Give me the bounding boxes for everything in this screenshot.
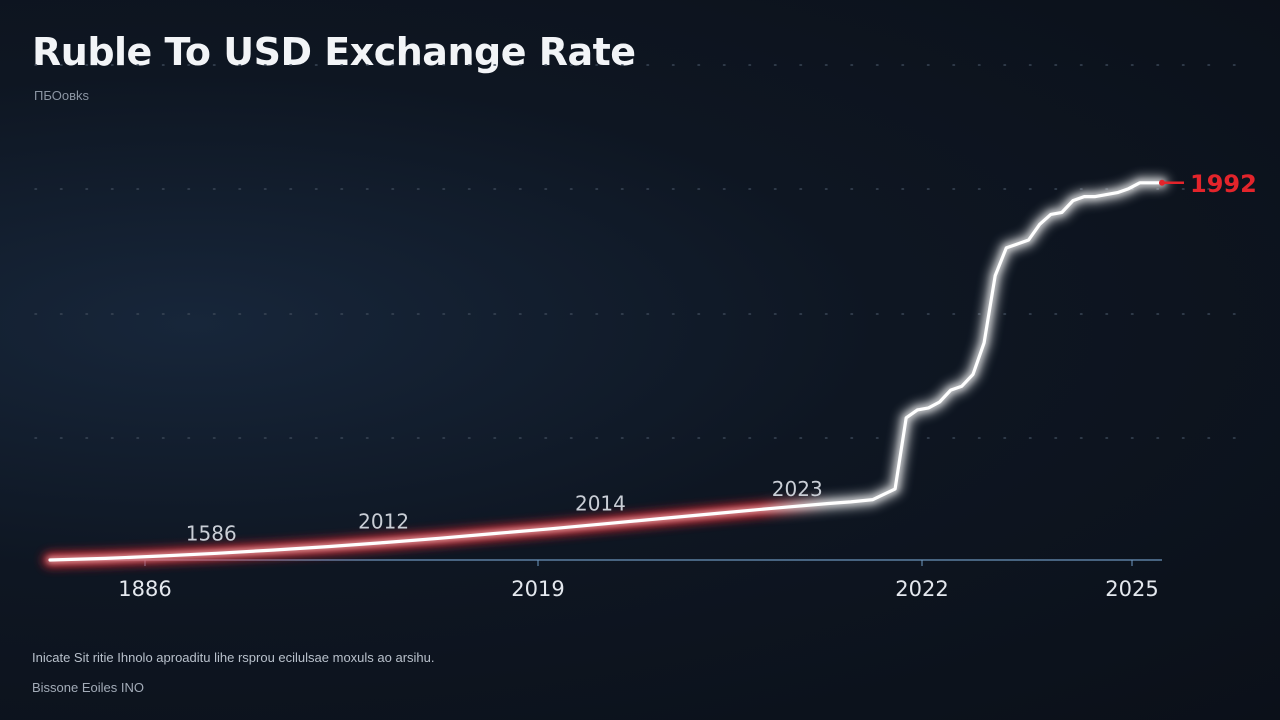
annotation-label-3: 2023 (772, 477, 823, 501)
end-point (1159, 179, 1165, 186)
annotation-label-1: 2012 (358, 509, 409, 533)
footnote: Inicate Sit ritie Ihnolo aproaditu lihe … (32, 650, 435, 665)
x-tick-label-1: 2019 (511, 577, 564, 601)
chart-title: Ruble To USD Exchange Rate (32, 30, 636, 74)
series-line (48, 181, 1164, 562)
chart-subtitle: ПБОовks (34, 88, 89, 103)
x-axis (50, 559, 1162, 566)
source-note: Bissone Eoiles INO (32, 680, 144, 695)
annotation-label-0: 1586 (186, 521, 237, 545)
annotation-label-2: 2014 (575, 492, 626, 516)
series-line-layer (43, 175, 1184, 567)
end-value-label: 1992 (1190, 170, 1257, 198)
x-tick-label-0: 1886 (118, 577, 171, 601)
grid-lines (34, 64, 1251, 439)
x-tick-label-3: 2025 (1105, 577, 1158, 601)
chart-labels: 1992 1886 2019 2022 2025 1586 2012 2014 2023 (118, 170, 1257, 601)
x-tick-label-2: 2022 (895, 577, 948, 601)
